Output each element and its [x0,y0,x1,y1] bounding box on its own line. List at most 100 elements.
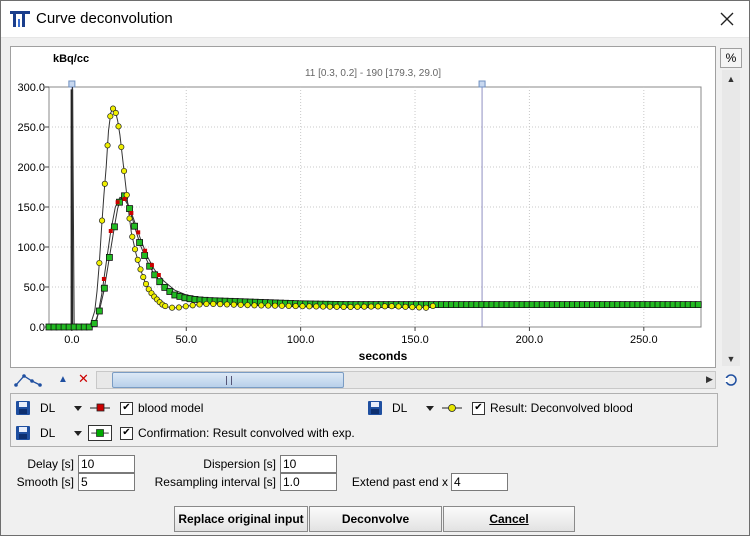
deconvolved-point [210,300,217,307]
y-tick-label: 0.0 [30,322,45,334]
confirmation-point [161,283,169,291]
dl-label[interactable]: DL [40,401,56,415]
confirmation-point [111,223,118,231]
resampling-interval-label: Resampling interval [s] [154,475,276,489]
legend-item-deconvolved: DL ✔ Result: Deconvolved blood [368,398,633,418]
close-button[interactable] [704,0,750,38]
deconvolved-point [196,301,203,308]
deconvolved-point [137,266,144,273]
dl-label[interactable]: DL [40,426,56,440]
legend-item-blood-model: DL ✔ blood model [16,398,203,418]
smooth-input[interactable] [78,473,135,491]
save-disk-icon[interactable] [368,401,382,415]
confirmation-label: Confirmation: Result convolved with exp. [138,426,355,440]
deconvolved-point [134,256,141,263]
deconvolved-point [107,113,114,120]
deconvolve-button[interactable]: Deconvolve [309,506,442,532]
close-icon [720,12,734,26]
scroll-right-arrow-icon[interactable]: ▶ [706,374,713,384]
deconvolved-point [265,302,272,309]
confirmation-point [136,239,143,246]
deconvolved-point [340,303,347,311]
deconvolved-point [251,302,258,309]
x-axis-label: seconds [359,349,408,363]
horizontal-scroll-thumb[interactable] [112,372,344,388]
y-tick-label: 150.0 [17,202,45,214]
deconvolved-point [313,303,320,310]
x-tick-label: 250.0 [630,334,658,346]
resampling-interval-input[interactable] [280,473,337,491]
deconvolved-point [162,302,169,310]
deconvolved-point [258,302,265,309]
delay-input[interactable] [78,455,135,473]
blood-model-checkbox[interactable]: ✔ [120,401,133,415]
deconvolved-point [203,300,210,308]
green-square-marker-icon[interactable] [88,425,112,441]
deconvolved-point [388,303,395,310]
deconvolved-point [123,191,130,199]
app-logo-icon [10,11,30,27]
blood-model-point [115,200,120,205]
replace-original-input-button[interactable]: Replace original input [174,506,308,532]
deconvolved-point [230,301,237,308]
dispersion-label: Dispersion [s] [203,457,276,471]
blood-model-point [136,230,141,235]
confirmation-point [126,205,133,213]
curve-tool-icon[interactable] [14,372,42,388]
deconvolved-point [285,302,292,310]
deconvolved-point [402,303,409,310]
deconvolved-point [361,303,368,310]
confirmation-point [156,278,164,286]
raise-icon[interactable]: ▲ [58,374,68,385]
deconvolved-point [99,217,106,224]
reset-zoom-icon[interactable] [724,373,738,387]
blood-model-point [108,229,113,233]
percent-toggle-button[interactable]: % [720,48,742,68]
deconvolved-point [217,301,224,308]
red-square-marker-icon[interactable] [88,400,112,416]
dropdown-arrow-icon[interactable] [426,405,434,411]
deconvolved-point [326,303,333,310]
scroll-up-arrow-icon[interactable]: ▲ [726,74,736,84]
dropdown-arrow-icon[interactable] [74,405,82,411]
delete-icon[interactable]: ✕ [78,371,89,386]
deconvolved-point [120,167,128,175]
y-axis-unit: kBq/cc [53,53,89,65]
blood-model-point [129,211,134,215]
extend-past-end-input[interactable] [451,473,508,491]
curve-plot[interactable]: 0.0 50.0 100.0 150.0 200.0 250.0 300.0 0.0 50.0 1… [11,47,715,367]
deconvolved-point [306,303,313,310]
confirmation-point [100,284,108,292]
deconvolved-point [115,123,122,130]
cursor-handle[interactable] [68,80,76,88]
yellow-circle-marker-icon[interactable] [440,400,464,416]
blood-model-point [149,263,154,268]
deconvolved-point [189,302,196,309]
dropdown-arrow-icon[interactable] [74,430,82,436]
x-tick-label: 200.0 [516,334,544,346]
x-tick-label: 150.0 [401,334,429,346]
deconvolved-point [169,304,176,311]
cursor-handle[interactable] [478,80,486,88]
confirmation-point [85,323,93,331]
y-tick-label: 300.0 [17,82,45,94]
dispersion-input[interactable] [280,455,337,473]
save-disk-icon[interactable] [16,426,30,440]
plot-panel[interactable]: 0.0 50.0 100.0 150.0 200.0 250.0 300.0 0.0 50.0 1… [10,46,716,368]
vertical-scrollbar[interactable] [722,70,740,366]
deconvolved-checkbox[interactable]: ✔ [472,401,485,415]
cancel-button[interactable]: Cancel [443,506,575,532]
confirmation-point [90,319,98,327]
deconvolved-point [409,304,416,311]
deconvolved-point [278,302,285,309]
confirmation-checkbox[interactable]: ✔ [120,426,133,440]
deconvolved-point [244,302,251,309]
legend-item-confirmation: DL ✔ Confirmation: Result convolved with… [16,423,355,443]
x-tick-label: 100.0 [287,334,315,346]
scroll-down-arrow-icon[interactable]: ▼ [726,354,736,364]
dl-label[interactable]: DL [392,401,408,415]
deconvolved-point [292,303,299,310]
save-disk-icon[interactable] [16,401,30,415]
deconvolved-point [118,143,125,151]
delay-label: Delay [s] [27,457,74,471]
